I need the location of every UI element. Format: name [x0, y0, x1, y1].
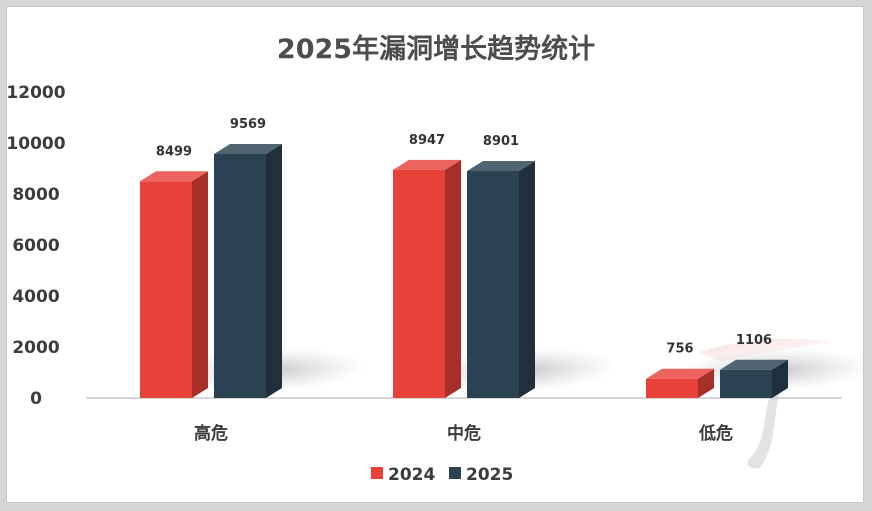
bar-side	[192, 171, 208, 398]
y-tick-label: 8000	[12, 185, 59, 205]
bar-top	[720, 359, 788, 370]
legend-label-2024: 2024	[388, 465, 435, 485]
x-tick-label: 低危	[698, 423, 733, 444]
y-axis-ticks: 12000 10000 8000 6000 4000 2000 0	[6, 83, 65, 409]
y-tick-label: 12000	[6, 83, 65, 103]
data-label: 9569	[230, 117, 266, 132]
legend-swatch-2025	[449, 467, 461, 479]
chart-title: 2025年漏洞增长趋势统计	[277, 33, 595, 65]
bar-2024-高危	[140, 171, 208, 398]
data-label: 8901	[483, 134, 519, 149]
data-label: 8947	[409, 133, 445, 148]
x-tick-label: 高危	[194, 423, 228, 444]
bar-side	[698, 368, 714, 398]
legend-swatch-2024	[371, 467, 383, 479]
x-tick-label: 中危	[447, 423, 481, 444]
y-tick-label: 10000	[6, 134, 65, 154]
bar-2025-高危	[214, 143, 282, 398]
bar-side	[266, 143, 282, 398]
bar-top	[646, 368, 714, 379]
legend: 2024 2025	[371, 465, 513, 485]
y-tick-label: 6000	[12, 236, 59, 256]
bar-2025-低危	[720, 359, 788, 398]
data-label: 756	[666, 342, 693, 357]
bar-front	[214, 153, 266, 398]
bar-side	[519, 161, 535, 398]
y-tick-label: 4000	[12, 287, 59, 307]
bar-front	[720, 369, 772, 398]
bar-2025-中危	[467, 161, 535, 398]
bar-front	[140, 181, 192, 398]
bar-2024-低危	[646, 368, 714, 398]
data-label: 8499	[156, 144, 192, 159]
bar-top	[214, 143, 282, 154]
bar-front	[393, 169, 445, 398]
bar-front	[467, 171, 519, 398]
bar-2024-中危	[393, 159, 461, 398]
bar-top	[467, 161, 535, 172]
legend-label-2025: 2025	[466, 465, 513, 485]
data-labels: 8499 8947 756 9569 8901 1106	[156, 117, 772, 357]
bar-side	[445, 159, 461, 398]
bar-side	[772, 359, 788, 398]
y-tick-label: 0	[30, 389, 42, 409]
bar-top	[393, 159, 461, 170]
bar-front	[646, 378, 698, 398]
bar-top	[140, 171, 208, 182]
x-axis-ticks: 高危 中危 低危	[194, 423, 733, 444]
bar-series	[140, 143, 788, 398]
y-tick-label: 2000	[12, 338, 59, 358]
data-label: 1106	[736, 333, 772, 348]
